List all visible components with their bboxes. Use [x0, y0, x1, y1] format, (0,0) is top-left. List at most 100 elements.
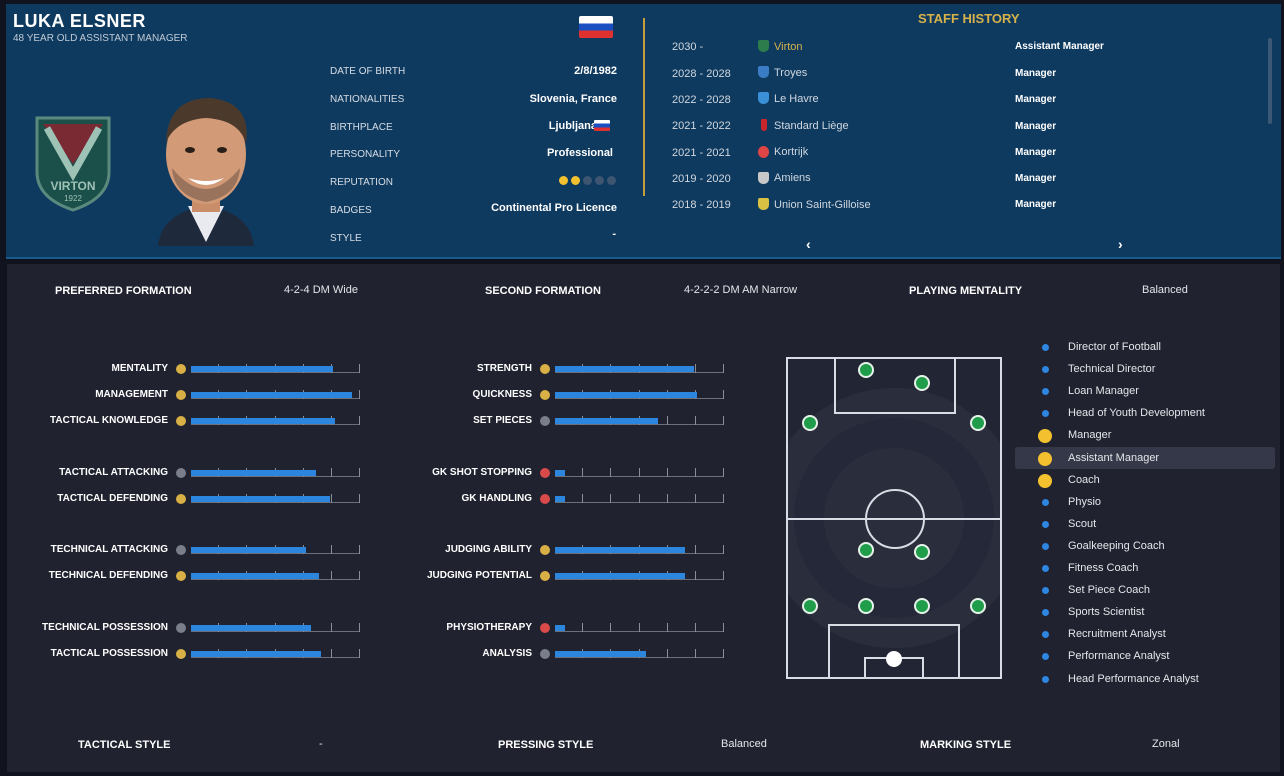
nationality-flag-icon	[579, 16, 613, 38]
history-club[interactable]: Amiens	[774, 172, 811, 184]
attribute-bar-fill	[555, 547, 685, 553]
attribute-label: TACTICAL POSSESSION	[50, 648, 168, 659]
attribute-label: GK SHOT STOPPING	[432, 467, 532, 478]
history-years: 2018 - 2019	[672, 199, 731, 211]
role-item[interactable]: Assistant Manager	[1068, 451, 1160, 464]
history-club[interactable]: Standard Liège	[774, 120, 849, 132]
attribute-bar-fill	[191, 625, 311, 631]
club-badge-name: VIRTON	[50, 179, 95, 193]
attribute-bar-fill	[555, 470, 565, 476]
history-role: Assistant Manager	[1015, 41, 1104, 52]
role-indicator-icon	[1042, 631, 1049, 639]
role-indicator-icon	[1042, 388, 1049, 396]
history-club[interactable]: Troyes	[774, 67, 808, 79]
second-formation-label: SECOND FORMATION	[485, 285, 601, 297]
role-item[interactable]: Physio	[1068, 495, 1102, 508]
attribute-rating-icon	[176, 623, 186, 633]
chevron-left-icon[interactable]: ‹	[806, 236, 811, 252]
role-indicator-icon	[1042, 542, 1049, 550]
player-marker[interactable]	[802, 598, 818, 614]
attribute-rating-icon	[176, 571, 186, 581]
reputation-star-empty	[583, 176, 592, 185]
history-club[interactable]: Kortrijk	[774, 146, 809, 158]
role-item[interactable]: Set Piece Coach	[1068, 584, 1150, 597]
attribute-label: TECHNICAL ATTACKING	[50, 544, 168, 555]
attribute-rating-icon	[540, 364, 550, 374]
role-item[interactable]: Fitness Coach	[1068, 562, 1139, 574]
attribute-label: JUDGING ABILITY	[445, 544, 532, 555]
role-item[interactable]: Head of Youth Development	[1068, 407, 1205, 420]
history-scrollbar[interactable]	[1268, 38, 1272, 124]
history-club[interactable]: Le Havre	[774, 93, 819, 105]
role-item[interactable]: Technical Director	[1068, 363, 1156, 376]
attribute-bar	[191, 648, 360, 660]
attribute-bar	[555, 363, 724, 375]
club-badge[interactable]: VIRTON 1922	[33, 114, 113, 212]
attribute-bar-fill	[191, 496, 330, 502]
history-years: 2028 - 2028	[672, 68, 731, 80]
attribute-bar	[191, 389, 360, 401]
attribute-rating-icon	[176, 364, 186, 374]
attribute-bar	[555, 467, 724, 479]
pressing-style-value: Balanced	[721, 738, 767, 750]
attribute-bar	[191, 415, 360, 427]
role-item[interactable]: Loan Manager	[1068, 385, 1139, 398]
history-club[interactable]: Union Saint-Gilloise	[774, 199, 871, 211]
playing-mentality-value: Balanced	[1142, 284, 1188, 296]
attribute-rating-icon	[176, 468, 186, 478]
role-item[interactable]: Sports Scientist	[1068, 606, 1145, 619]
history-club[interactable]: Virton	[774, 41, 803, 53]
club-badge-year: 1922	[64, 194, 82, 203]
role-item[interactable]: Director of Football	[1068, 341, 1161, 353]
pressing-style-label: PRESSING STYLE	[498, 739, 594, 751]
history-role: Manager	[1015, 68, 1057, 79]
detail-label-style: STYLE	[330, 233, 362, 244]
player-marker[interactable]	[970, 415, 986, 431]
player-marker[interactable]	[858, 598, 874, 614]
chevron-right-icon[interactable]: ›	[1118, 236, 1123, 252]
club-icon-troyes	[758, 66, 769, 78]
history-years: 2021 - 2021	[672, 147, 731, 159]
role-indicator-icon	[1042, 498, 1049, 506]
attribute-label: ANALYSIS	[482, 648, 532, 659]
attribute-rating-icon	[540, 494, 550, 504]
role-indicator-icon	[1042, 675, 1049, 683]
attribute-label: MANAGEMENT	[95, 389, 168, 400]
role-item[interactable]: Performance Analyst	[1068, 650, 1170, 663]
role-item[interactable]: Coach	[1068, 473, 1100, 486]
reputation-star-filled	[571, 176, 580, 185]
role-item[interactable]: Scout	[1068, 517, 1097, 530]
attribute-rating-icon	[540, 623, 550, 633]
player-marker[interactable]	[914, 598, 930, 614]
playing-mentality-label: PLAYING MENTALITY	[909, 285, 1023, 297]
attribute-rating-icon	[176, 545, 186, 555]
attribute-bar	[191, 363, 360, 375]
goalkeeper-marker[interactable]	[886, 651, 902, 667]
role-item[interactable]: Manager	[1068, 429, 1112, 442]
player-marker[interactable]	[914, 375, 930, 391]
reputation-star-empty	[607, 176, 616, 185]
attribute-rating-icon	[540, 649, 550, 659]
history-role: Manager	[1015, 94, 1057, 105]
history-years: 2019 - 2020	[672, 173, 731, 185]
role-item[interactable]: Goalkeeping Coach	[1068, 539, 1165, 552]
player-marker[interactable]	[970, 598, 986, 614]
player-marker[interactable]	[858, 362, 874, 378]
attribute-bar-fill	[191, 392, 352, 398]
player-marker[interactable]	[802, 415, 818, 431]
detail-label-personality: PERSONALITY	[330, 149, 401, 160]
player-marker[interactable]	[914, 544, 930, 560]
detail-value-personality: Professional	[546, 147, 613, 159]
reputation-stars	[559, 176, 616, 185]
attribute-rating-icon	[540, 571, 550, 581]
attribute-bar-fill	[555, 625, 565, 631]
attribute-rating-icon	[176, 416, 186, 426]
attribute-rating-icon	[176, 494, 186, 504]
detail-value-style: -	[612, 228, 616, 240]
attribute-label: JUDGING POTENTIAL	[426, 570, 532, 581]
player-marker[interactable]	[858, 542, 874, 558]
role-item[interactable]: Recruitment Analyst	[1068, 628, 1166, 641]
role-item[interactable]: Head Performance Analyst	[1068, 672, 1199, 685]
marking-style-value: Zonal	[1152, 738, 1180, 750]
attribute-rating-icon	[540, 416, 550, 426]
